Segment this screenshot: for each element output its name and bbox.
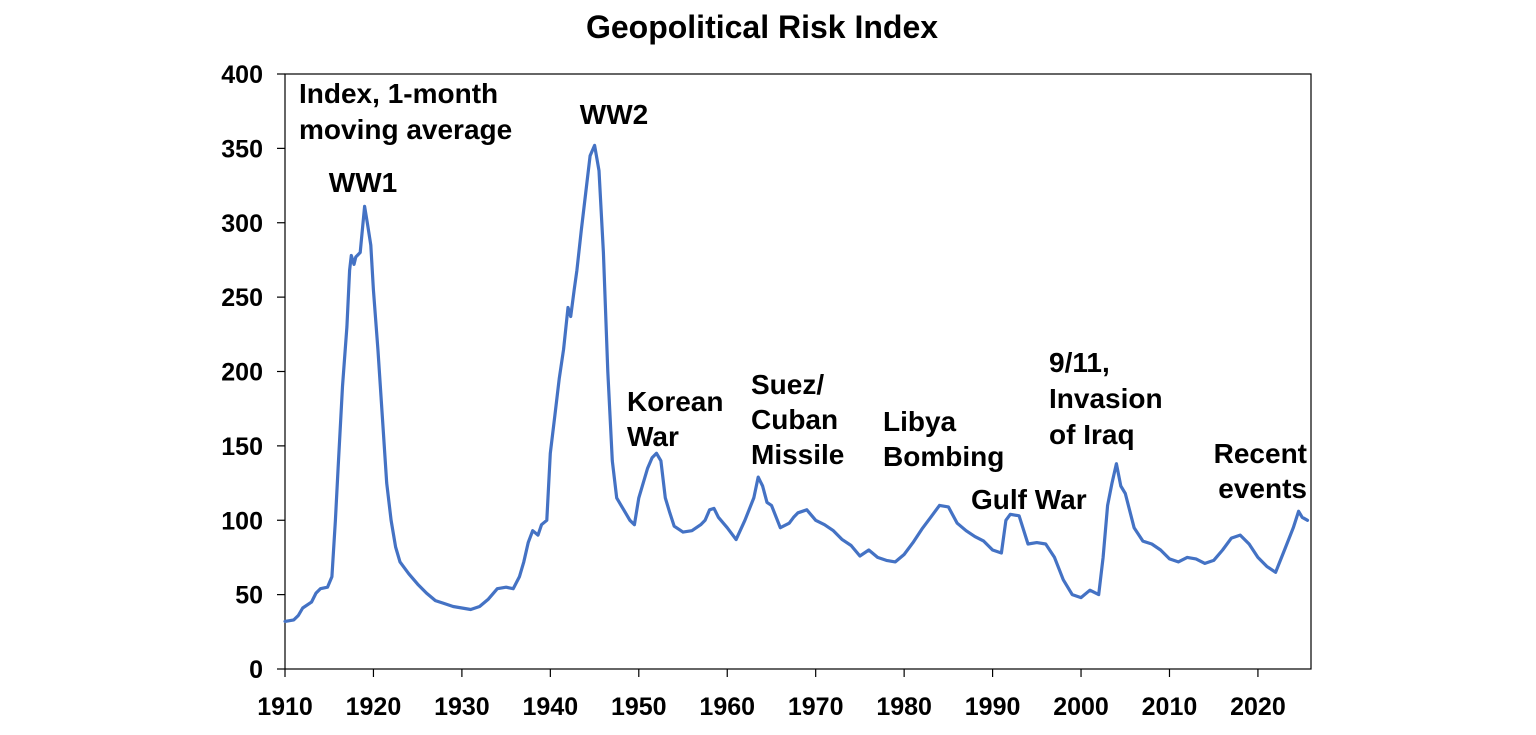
- plot-area: [284, 73, 1312, 670]
- x-tick-label: 1940: [523, 693, 579, 721]
- annotation-line: WW2: [580, 99, 648, 130]
- y-tick-label: 150: [221, 433, 263, 461]
- annotation: Gulf War: [971, 484, 1087, 515]
- y-tick-label: 250: [221, 284, 263, 312]
- annotation-line: events: [1218, 473, 1307, 504]
- y-tick-label: 50: [235, 582, 263, 610]
- annotation: Korean War: [627, 386, 723, 452]
- y-tick-label: 100: [221, 507, 263, 535]
- annotations: Index, 1-month moving average WW1 WW2 Korean…: [299, 78, 1307, 515]
- annotation-line: Invasion: [1049, 383, 1163, 414]
- x-tick-label: 1960: [699, 693, 755, 721]
- x-tick-label: 1930: [434, 693, 490, 721]
- annotation-line: Index, 1-month: [299, 78, 498, 109]
- risk-index-line: [283, 143, 1310, 623]
- x-tick-label: 1970: [788, 693, 844, 721]
- annotation-line: Missile: [751, 439, 844, 470]
- annotation-line: Recent: [1214, 438, 1307, 469]
- x-tick-label: 1980: [876, 693, 932, 721]
- annotation-line: Gulf War: [971, 484, 1087, 515]
- y-tick-label: 400: [221, 61, 263, 89]
- annotation: Recent events: [1214, 438, 1307, 504]
- x-tick-label: 2000: [1053, 693, 1109, 721]
- annotation: 9/11, Invasion of Iraq: [1049, 347, 1163, 450]
- x-axis: 1910 1920 1930 1940 1950 1960 1970 1980 1990 2000…: [257, 669, 1286, 721]
- annotation-line: moving average: [299, 114, 512, 145]
- x-tick-label: 1910: [257, 693, 313, 721]
- chart-title: Geopolitical Risk Index: [586, 9, 938, 45]
- annotation-line: War: [627, 421, 679, 452]
- annotation-line: Korean: [627, 386, 723, 417]
- y-tick-label: 0: [249, 656, 263, 684]
- y-tick-label: 350: [221, 135, 263, 163]
- annotation-line: Libya: [883, 406, 957, 437]
- annotation: Suez/Cuban Missile: [751, 369, 844, 470]
- y-tick-label: 200: [221, 359, 263, 387]
- annotation: WW1: [329, 167, 397, 198]
- y-tick-label: 300: [221, 210, 263, 238]
- x-tick-label: 1990: [965, 693, 1021, 721]
- annotation: Libya Bombing: [883, 406, 1004, 472]
- annotation-line: 9/11,: [1049, 347, 1110, 378]
- annotation: WW2: [580, 99, 648, 130]
- annotation: Index, 1-month moving average: [299, 78, 512, 145]
- annotation-line: Cuban: [751, 404, 838, 435]
- annotation-line: of Iraq: [1049, 419, 1135, 450]
- annotation-line: Bombing: [883, 441, 1004, 472]
- annotation-line: Suez/: [751, 369, 824, 400]
- y-axis: 0 50 100 150 200 250 300 350 400: [221, 61, 285, 684]
- x-tick-label: 2020: [1230, 693, 1286, 721]
- x-tick-label: 2010: [1142, 693, 1198, 721]
- annotation-line: WW1: [329, 167, 397, 198]
- x-tick-label: 1950: [611, 693, 667, 721]
- x-tick-label: 1920: [346, 693, 402, 721]
